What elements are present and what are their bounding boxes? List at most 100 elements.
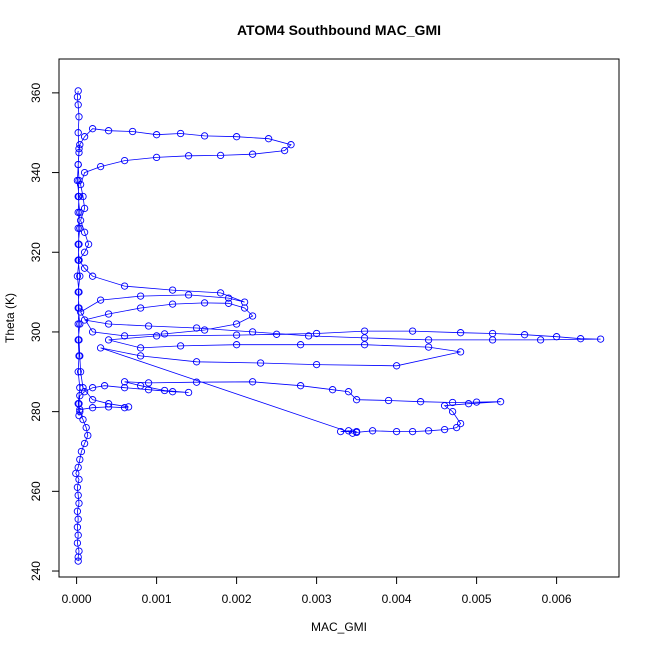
data-point <box>176 129 185 138</box>
data-point <box>100 382 109 390</box>
data-point <box>184 152 193 160</box>
data-point <box>84 431 92 440</box>
data-point <box>74 192 82 201</box>
data-point <box>73 272 82 280</box>
y-axis-title: Theta (K) <box>3 293 17 343</box>
data-point <box>80 316 89 324</box>
data-point <box>88 404 97 412</box>
data-point <box>74 160 82 169</box>
data-point <box>424 343 433 351</box>
y-tick-label: 260 <box>29 481 43 501</box>
y-axis: 240 260 280 300 320 340 360 <box>29 83 60 581</box>
data-point <box>248 150 257 158</box>
data-point <box>448 407 457 416</box>
data-point <box>136 344 145 352</box>
data-point <box>76 384 84 392</box>
data-point <box>75 240 83 248</box>
data-point <box>200 299 209 307</box>
data-point <box>75 499 83 507</box>
data-point <box>312 360 321 369</box>
data-point <box>456 329 465 337</box>
data-point <box>240 304 249 312</box>
plot-frame <box>58 58 620 578</box>
data-point <box>352 396 361 404</box>
data-point <box>136 292 145 300</box>
data-point <box>248 328 257 336</box>
data-point <box>168 300 177 308</box>
data-point <box>256 359 265 367</box>
data-point <box>88 384 97 392</box>
x-tick-label: 0.000 <box>62 592 92 606</box>
data-point <box>440 425 449 434</box>
x-tick-label: 0.005 <box>462 592 492 606</box>
data-point <box>124 403 133 411</box>
data-point <box>79 192 87 201</box>
data-point <box>240 298 249 306</box>
data-point <box>120 156 129 165</box>
data-point <box>224 299 233 307</box>
data-point <box>76 455 84 464</box>
data-point <box>75 304 83 312</box>
data-point <box>184 291 193 299</box>
data-point <box>80 133 89 141</box>
data-point <box>79 415 87 424</box>
data-point <box>88 396 97 404</box>
data-point <box>73 507 82 515</box>
y-tick-label: 320 <box>29 242 43 262</box>
data-point <box>76 392 84 400</box>
data-point <box>344 427 353 435</box>
data-point <box>120 378 129 386</box>
data-point <box>74 129 82 137</box>
series-lines <box>75 90 601 562</box>
data-point <box>224 294 233 302</box>
data-point <box>456 348 465 356</box>
data-point <box>77 447 86 456</box>
data-point <box>88 272 97 280</box>
data-point <box>496 398 505 406</box>
data-point <box>75 176 83 185</box>
data-point <box>80 439 89 448</box>
data-point <box>392 362 401 370</box>
data-point <box>76 407 84 416</box>
data-point <box>104 403 113 411</box>
data-point <box>104 400 113 408</box>
data-point <box>76 352 84 360</box>
data-point <box>312 329 321 338</box>
data-point <box>216 289 225 297</box>
data-point <box>104 127 113 135</box>
data-point <box>232 133 241 141</box>
data-point <box>296 382 305 390</box>
data-point <box>74 288 82 296</box>
data-point <box>360 334 369 342</box>
data-point <box>80 204 89 213</box>
data-point <box>296 341 305 349</box>
data-point <box>136 352 145 360</box>
data-point <box>168 286 177 294</box>
data-point <box>424 336 433 344</box>
data-point <box>368 427 377 435</box>
data-point <box>74 224 82 232</box>
data-point <box>120 384 129 392</box>
data-point <box>344 388 353 396</box>
data-point <box>536 336 545 344</box>
data-point <box>192 358 201 366</box>
data-point <box>456 419 465 428</box>
data-point <box>416 398 425 406</box>
y-tick-label: 240 <box>29 561 43 581</box>
data-point <box>144 379 153 387</box>
data-point <box>232 320 241 328</box>
data-point <box>76 141 84 149</box>
y-tick-label: 300 <box>29 322 43 342</box>
data-point <box>84 240 93 248</box>
data-point <box>76 216 85 225</box>
data-point <box>136 304 145 312</box>
data-point <box>74 320 82 328</box>
data-point <box>74 531 82 539</box>
data-point <box>576 335 585 343</box>
x-tick-label: 0.004 <box>382 592 412 606</box>
data-point <box>144 322 153 330</box>
data-point <box>104 310 113 318</box>
data-point <box>74 87 82 95</box>
data-point <box>348 429 357 437</box>
